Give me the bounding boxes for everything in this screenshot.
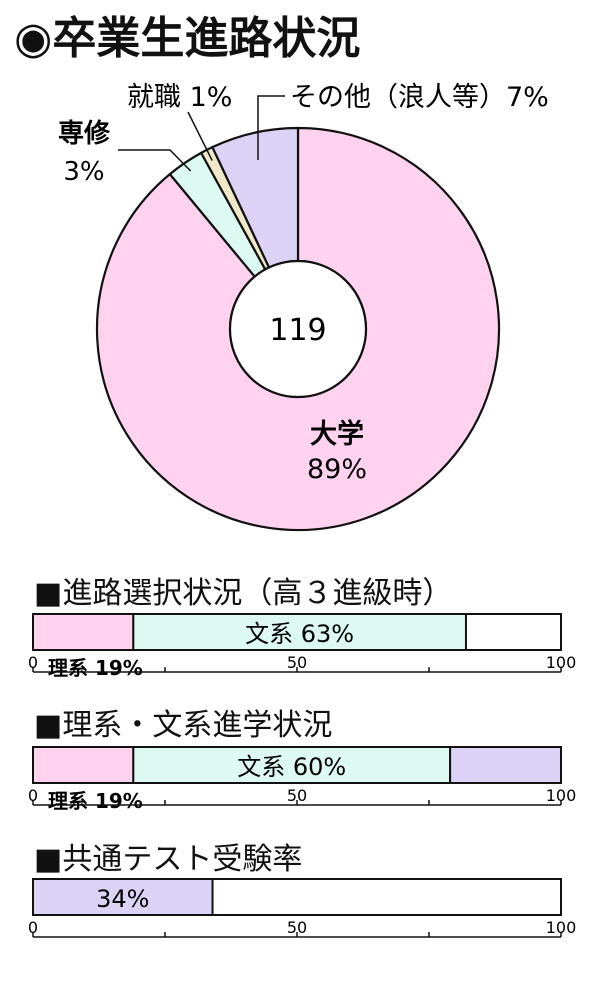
leader-line-sonota <box>257 95 285 160</box>
x-tick-label-0: 0 <box>28 918 38 937</box>
x-tick-label-50: 50 <box>287 918 307 937</box>
x-tick-label-0: 0 <box>28 653 38 672</box>
x-tick-label-100: 100 <box>546 918 577 937</box>
bar-segment-label-1: 文系 63% <box>245 620 354 648</box>
science-humanities-bar-chart: 理系 19% 文系 60% 0 50 100 <box>28 746 577 811</box>
course-selection-bar-chart: 理系 19% 文系 63% 0 50 100 <box>28 613 577 678</box>
x-tick-label-100: 100 <box>546 653 577 672</box>
science-humanities-title: ■理系・文系進学状況 <box>34 708 333 743</box>
pie-label-daigaku: 大学 <box>310 418 364 450</box>
bar-segment-0 <box>32 878 214 916</box>
donut-center-total: 119 <box>269 313 326 348</box>
bar-segment-2 <box>449 746 562 784</box>
course-selection-title: ■進路選択状況（高３進級時） <box>34 576 453 611</box>
bar-segment-1 <box>132 746 452 784</box>
leader-line-shushoku <box>187 111 213 161</box>
common-test-bar-chart: 34% 0 50 100 <box>28 878 577 938</box>
donut-chart: 119 大学 89% 専修 3% 就職 1% その他（浪人等）7% <box>58 82 549 532</box>
page-title: ◉卒業生進路状況 <box>14 13 361 64</box>
bar-segment-label-0: 34% <box>96 885 149 913</box>
callout-sonota: その他（浪人等）7% <box>290 82 549 113</box>
bar-segment-0 <box>32 613 135 651</box>
x-tick-label-0: 0 <box>28 786 38 805</box>
donut-hole <box>228 259 368 399</box>
bar-segment-label-1: 文系 60% <box>237 753 346 781</box>
x-tick-label-50: 50 <box>287 786 307 805</box>
x-tick-label-100: 100 <box>546 786 577 805</box>
common-test-title: ■共通テスト受験率 <box>34 842 303 877</box>
bar-outside-label-0: 理系 19% <box>48 656 143 678</box>
bar-segment-0 <box>32 746 135 784</box>
pie-label-senshu: 専修 <box>58 118 111 149</box>
leader-line-senshu <box>118 149 192 172</box>
x-tick-label-50: 50 <box>287 653 307 672</box>
pie-value-senshu: 3% <box>63 157 104 187</box>
bar-outside-label-0: 理系 19% <box>48 789 143 811</box>
callout-shushoku: 就職 1% <box>127 82 232 113</box>
bar-segment-1 <box>132 613 467 651</box>
pie-value-daigaku: 89% <box>307 454 367 485</box>
